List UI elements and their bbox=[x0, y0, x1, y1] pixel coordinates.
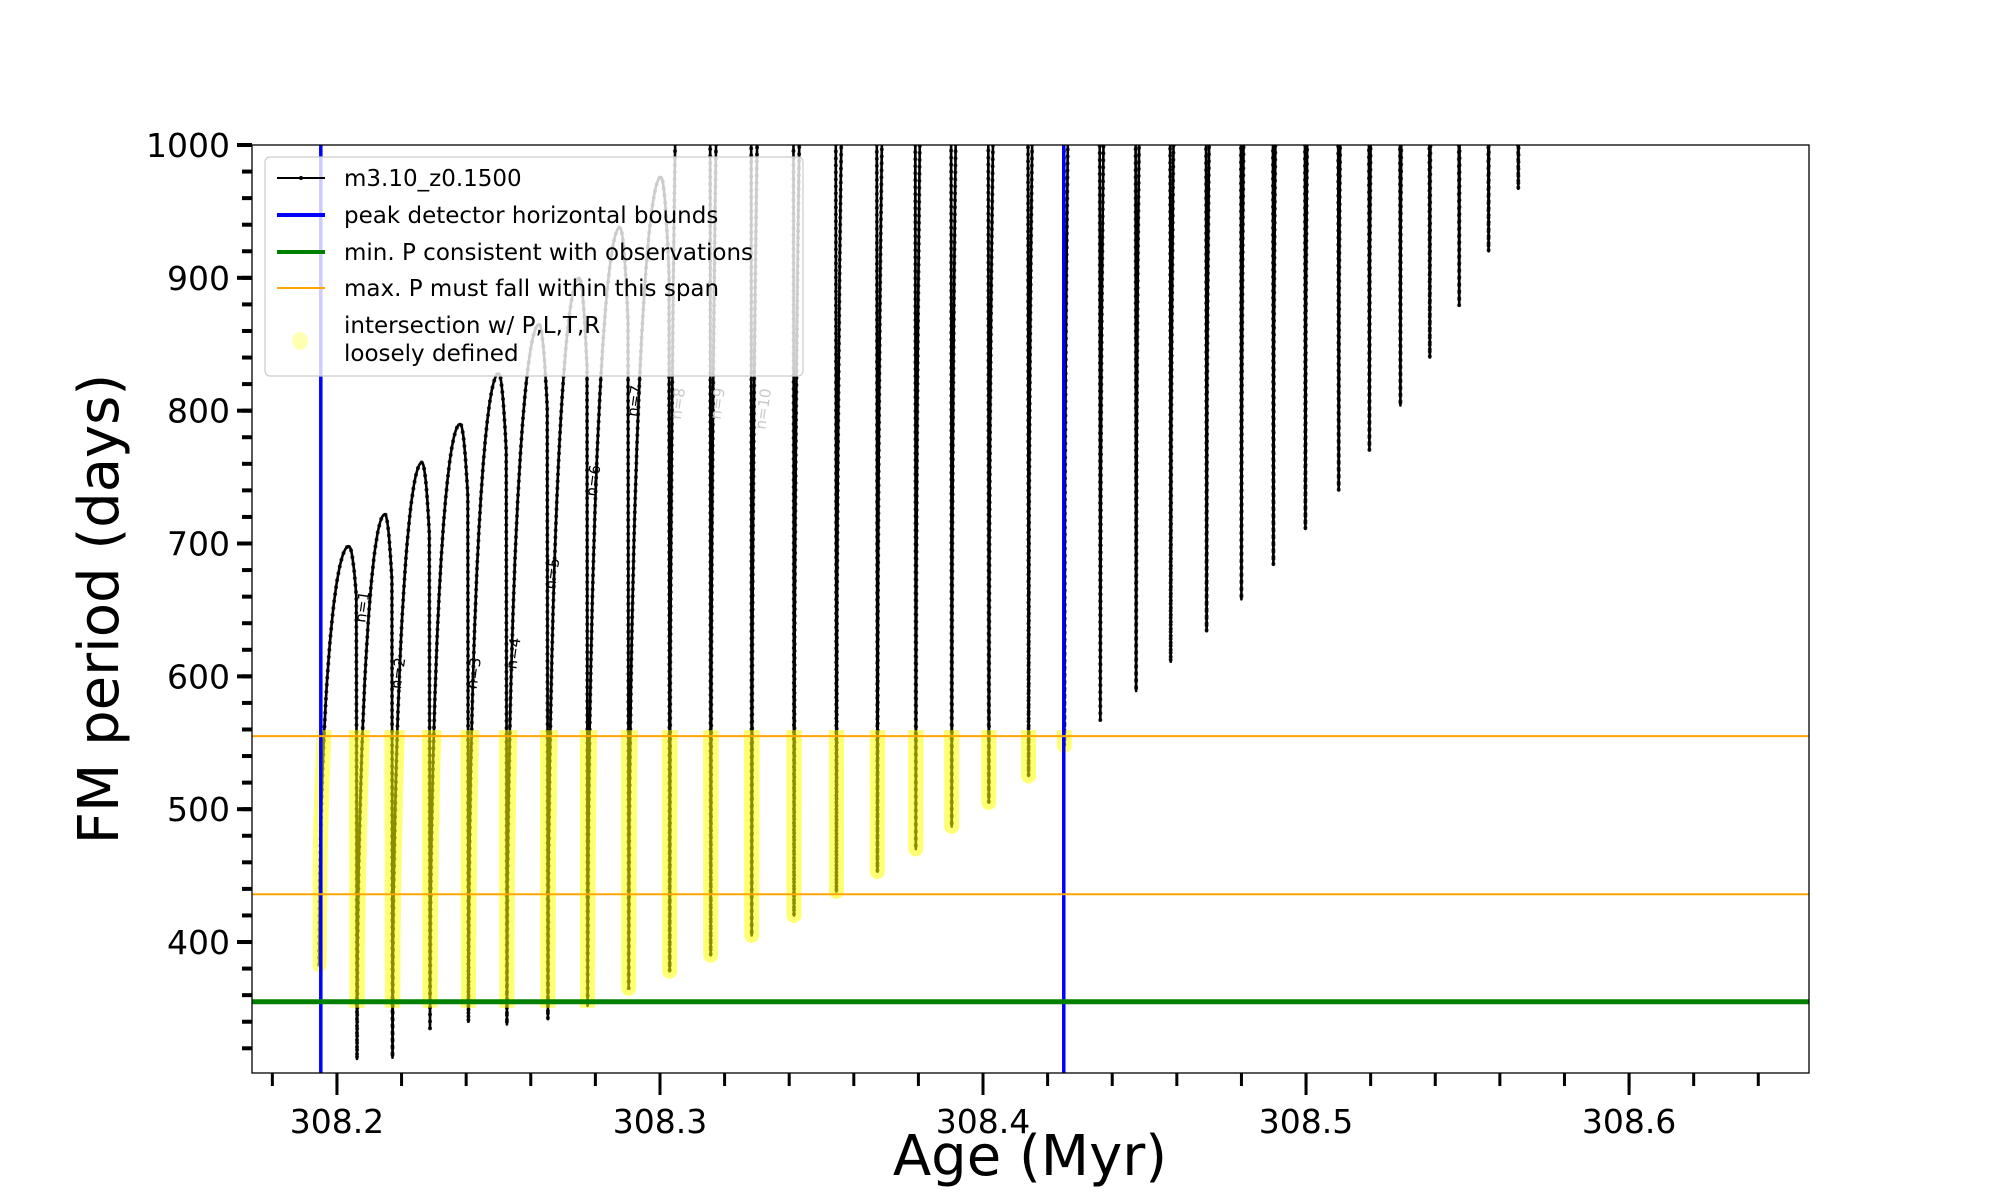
legend-label-series: m3.10_z0.1500 bbox=[344, 166, 522, 192]
legend-item-min-period: min. P consistent with observations bbox=[277, 240, 753, 266]
pulse-label: n=8 bbox=[667, 387, 689, 421]
legend-label-intersection-1: intersection w/ P,L,T,R bbox=[344, 313, 600, 339]
legend-marker bbox=[299, 176, 303, 180]
y-tick-label: 700 bbox=[167, 525, 230, 564]
pulse-label: n=3 bbox=[463, 656, 485, 690]
y-axis-label: FM period (days) bbox=[67, 374, 132, 844]
x-tick-label: 308.4 bbox=[936, 1102, 1030, 1141]
legend-swatch-yellow bbox=[292, 332, 308, 350]
legend-label-min-period: min. P consistent with observations bbox=[344, 240, 753, 266]
pulse-label: n=1 bbox=[351, 590, 373, 624]
x-tick-label: 308.5 bbox=[1259, 1102, 1353, 1141]
pulse-label: n=5 bbox=[541, 557, 563, 591]
legend-label-max-period-span: max. P must fall within this span bbox=[344, 276, 719, 302]
legend-label-intersection-2: loosely defined bbox=[344, 341, 519, 367]
pulse-label: n=10 bbox=[751, 387, 775, 430]
pulse-label: n=9 bbox=[707, 387, 729, 421]
pulse-label: n=4 bbox=[502, 636, 524, 670]
x-tick-label: 308.3 bbox=[613, 1102, 707, 1141]
y-tick-label: 500 bbox=[167, 790, 230, 829]
legend-item-max-period-span: max. P must fall within this span bbox=[277, 276, 719, 302]
pulse-label: n=7 bbox=[623, 384, 645, 418]
legend-label-peak-bounds: peak detector horizontal bounds bbox=[344, 203, 718, 229]
legend: m3.10_z0.1500 peak detector horizontal b… bbox=[264, 156, 804, 377]
y-tick-label: 900 bbox=[167, 259, 230, 298]
legend-item-series: m3.10_z0.1500 bbox=[277, 166, 522, 192]
x-tick-label: 308.6 bbox=[1582, 1102, 1676, 1141]
pulse-label: n=6 bbox=[582, 464, 604, 498]
legend-item-peak-bounds: peak detector horizontal bounds bbox=[277, 203, 718, 229]
pulse-label: n=2 bbox=[387, 656, 409, 690]
plot-frame bbox=[251, 144, 1810, 1074]
legend-box bbox=[264, 156, 804, 377]
y-tick-label: 600 bbox=[167, 657, 230, 696]
y-tick-label: 1000 bbox=[146, 126, 230, 165]
y-tick-label: 800 bbox=[167, 392, 230, 431]
x-tick-label: 308.2 bbox=[290, 1102, 384, 1141]
x-axis-label: Age (Myr) bbox=[893, 1124, 1167, 1189]
y-tick-label: 400 bbox=[167, 923, 230, 962]
legend-item-intersection: intersection w/ P,L,T,R loosely defined bbox=[292, 313, 600, 367]
